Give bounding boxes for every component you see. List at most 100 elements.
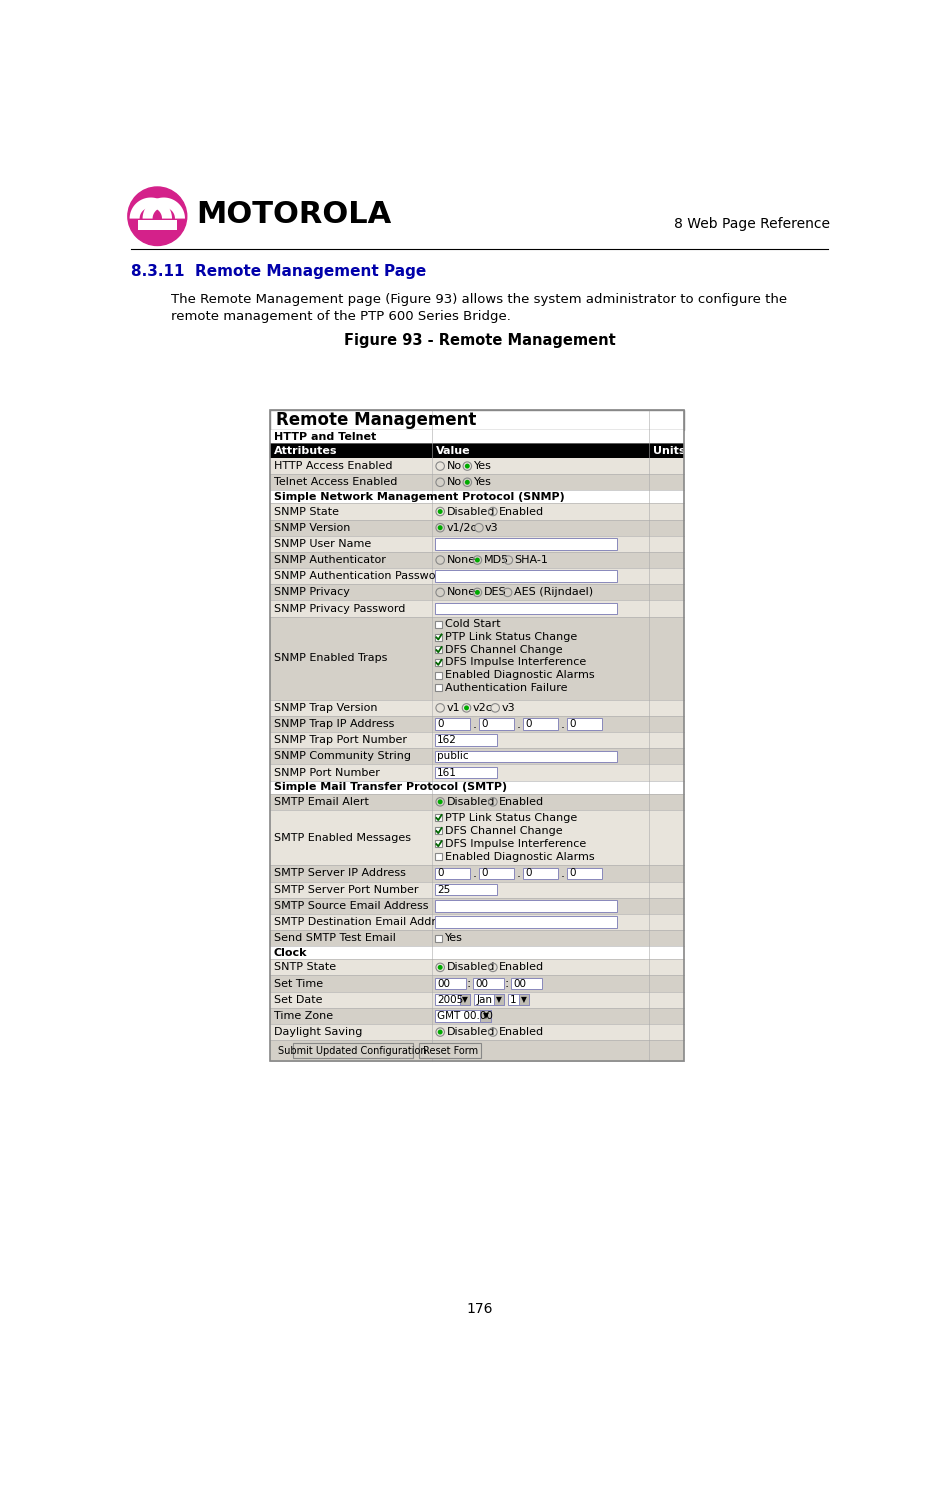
Text: Time Zone: Time Zone: [273, 1011, 332, 1020]
Text: ▼: ▼: [521, 995, 527, 1004]
Circle shape: [438, 509, 443, 514]
Bar: [270, 781, 684, 793]
Bar: [293, 1043, 413, 1058]
Text: DFS Impulse Interference: DFS Impulse Interference: [445, 838, 586, 849]
Text: SNMP Trap Port Number: SNMP Trap Port Number: [273, 735, 406, 746]
Bar: [435, 672, 442, 678]
Text: .: .: [561, 717, 565, 731]
Text: Send SMTP Test Email: Send SMTP Test Email: [273, 934, 395, 943]
Bar: [473, 977, 504, 989]
Text: Cold Start: Cold Start: [445, 620, 501, 629]
Bar: [270, 748, 684, 765]
Circle shape: [128, 187, 187, 245]
Bar: [270, 459, 684, 474]
Bar: [270, 976, 684, 992]
Text: MD5: MD5: [484, 556, 508, 565]
Text: :: :: [467, 977, 471, 991]
Circle shape: [438, 799, 443, 804]
Bar: [270, 992, 684, 1008]
Text: The Remote Management page (Figure 93) allows the system administrator to config: The Remote Management page (Figure 93) a…: [171, 293, 787, 306]
Text: 1: 1: [510, 995, 517, 1005]
Bar: [475, 994, 504, 1005]
Text: SMTP Enabled Messages: SMTP Enabled Messages: [273, 832, 411, 843]
Text: ▼: ▼: [496, 995, 502, 1004]
Bar: [270, 584, 684, 601]
Text: Reset Form: Reset Form: [423, 1046, 477, 1056]
Bar: [270, 474, 684, 490]
Text: Daylight Saving: Daylight Saving: [273, 1026, 362, 1037]
Circle shape: [475, 557, 480, 563]
Text: 00: 00: [513, 979, 526, 989]
Bar: [434, 884, 497, 895]
Bar: [270, 520, 684, 536]
Text: 25: 25: [437, 884, 450, 895]
Bar: [479, 719, 514, 731]
Text: SNMP User Name: SNMP User Name: [273, 539, 371, 548]
Text: .: .: [517, 717, 521, 731]
Text: v3: v3: [502, 702, 515, 713]
Text: Yes: Yes: [474, 477, 491, 487]
Text: SNMP Trap IP Address: SNMP Trap IP Address: [273, 719, 394, 729]
Text: None: None: [446, 556, 475, 565]
Text: Simple Mail Transfer Protocol (SMTP): Simple Mail Transfer Protocol (SMTP): [273, 783, 506, 792]
Text: Jan: Jan: [476, 995, 492, 1005]
Text: Value: Value: [436, 445, 471, 456]
Text: MOTOROLA: MOTOROLA: [196, 200, 391, 229]
Text: Authentication Failure: Authentication Failure: [445, 683, 567, 693]
Text: remote management of the PTP 600 Series Bridge.: remote management of the PTP 600 Series …: [171, 311, 511, 323]
Bar: [435, 828, 442, 834]
Text: public: public: [437, 751, 469, 762]
Text: SMTP Email Alert: SMTP Email Alert: [273, 796, 369, 807]
Bar: [270, 1008, 684, 1023]
Text: 0: 0: [570, 719, 576, 729]
Circle shape: [438, 965, 443, 970]
Text: GMT 00.00: GMT 00.00: [437, 1011, 493, 1020]
Bar: [519, 994, 529, 1005]
Text: 0: 0: [525, 868, 532, 878]
Text: 8 Web Page Reference: 8 Web Page Reference: [674, 217, 830, 232]
Bar: [461, 994, 471, 1005]
Bar: [270, 793, 684, 810]
Bar: [270, 898, 684, 914]
Text: DES: DES: [484, 587, 506, 598]
Text: .: .: [517, 867, 521, 880]
Text: SNMP Trap Version: SNMP Trap Version: [273, 702, 377, 713]
Text: Enabled: Enabled: [499, 506, 544, 517]
Text: HTTP Access Enabled: HTTP Access Enabled: [273, 462, 392, 471]
Text: 161: 161: [437, 768, 457, 777]
Bar: [434, 538, 617, 550]
Text: :: :: [505, 977, 509, 991]
Bar: [270, 409, 684, 430]
Text: SNMP Community String: SNMP Community String: [273, 751, 411, 762]
Bar: [434, 571, 617, 583]
Text: 0: 0: [437, 719, 444, 729]
Bar: [270, 551, 684, 568]
Bar: [435, 647, 442, 653]
Bar: [523, 719, 558, 731]
Text: SNMP State: SNMP State: [273, 506, 339, 517]
Bar: [270, 931, 684, 946]
Text: No: No: [446, 462, 461, 471]
Circle shape: [438, 1029, 443, 1034]
Text: DFS Channel Change: DFS Channel Change: [445, 826, 563, 835]
Text: SNMP Privacy: SNMP Privacy: [273, 587, 349, 598]
Text: 162: 162: [437, 735, 457, 746]
Text: Submit Updated Configuration: Submit Updated Configuration: [278, 1046, 427, 1056]
Text: 00: 00: [475, 979, 488, 989]
Text: SMTP Source Email Address: SMTP Source Email Address: [273, 901, 428, 911]
Bar: [435, 935, 442, 941]
Bar: [523, 868, 558, 878]
Text: SMTP Server IP Address: SMTP Server IP Address: [273, 868, 405, 878]
Text: Units: Units: [653, 445, 686, 456]
Bar: [270, 914, 684, 931]
Bar: [434, 899, 617, 911]
Text: None: None: [446, 587, 475, 598]
Text: SNMP Authentication Password: SNMP Authentication Password: [273, 571, 446, 581]
Polygon shape: [129, 197, 172, 218]
Bar: [435, 684, 442, 692]
Text: Enabled: Enabled: [499, 796, 544, 807]
Bar: [270, 946, 684, 959]
Text: SNMP Port Number: SNMP Port Number: [273, 768, 379, 777]
Bar: [270, 732, 684, 748]
Text: v1/2c: v1/2c: [446, 523, 477, 533]
